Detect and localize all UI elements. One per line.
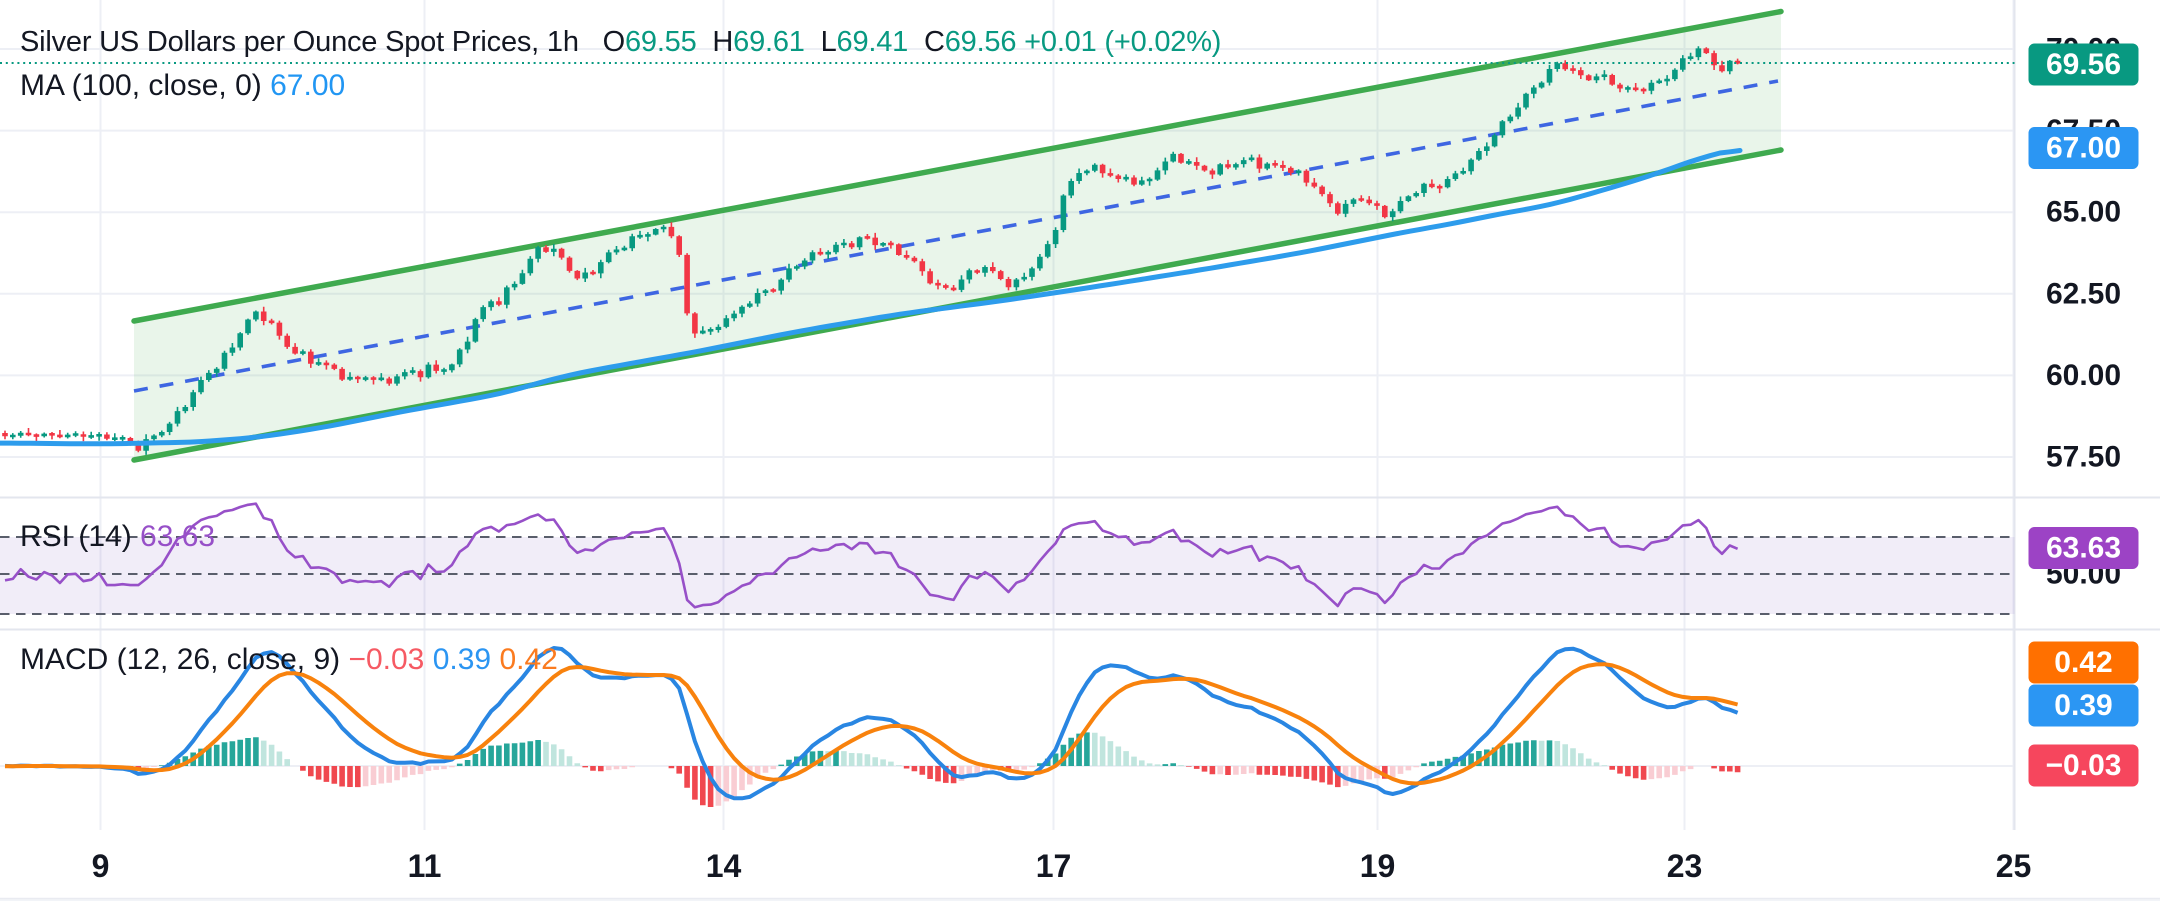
svg-text:69.56: 69.56 <box>2046 48 2121 81</box>
svg-text:11: 11 <box>408 848 442 884</box>
svg-text:−0.03: −0.03 <box>2046 749 2122 782</box>
svg-text:60.00: 60.00 <box>2046 359 2121 392</box>
svg-text:MA (100, close, 0) 67.00: MA (100, close, 0) 67.00 <box>20 69 345 102</box>
svg-text:MACD (12, 26, close, 9) −0.03: MACD (12, 26, close, 9) −0.03 0.39 0.42 <box>20 643 558 676</box>
svg-text:RSI (14) 63.63: RSI (14) 63.63 <box>20 520 215 553</box>
svg-text:9: 9 <box>92 848 110 884</box>
svg-text:62.50: 62.50 <box>2046 277 2121 310</box>
svg-text:19: 19 <box>1360 848 1396 884</box>
svg-text:57.50: 57.50 <box>2046 441 2121 474</box>
svg-text:14: 14 <box>706 848 742 884</box>
svg-text:17: 17 <box>1036 848 1072 884</box>
svg-text:25: 25 <box>1996 848 2032 884</box>
svg-text:0.39: 0.39 <box>2054 689 2112 722</box>
svg-text:Silver US Dollars per Ounce Sp: Silver US Dollars per Ounce Spot Prices,… <box>20 26 1221 58</box>
svg-text:0.42: 0.42 <box>2054 646 2112 679</box>
svg-text:23: 23 <box>1667 848 1703 884</box>
svg-text:65.00: 65.00 <box>2046 196 2121 229</box>
svg-text:67.00: 67.00 <box>2046 132 2121 165</box>
svg-text:63.63: 63.63 <box>2046 532 2121 565</box>
